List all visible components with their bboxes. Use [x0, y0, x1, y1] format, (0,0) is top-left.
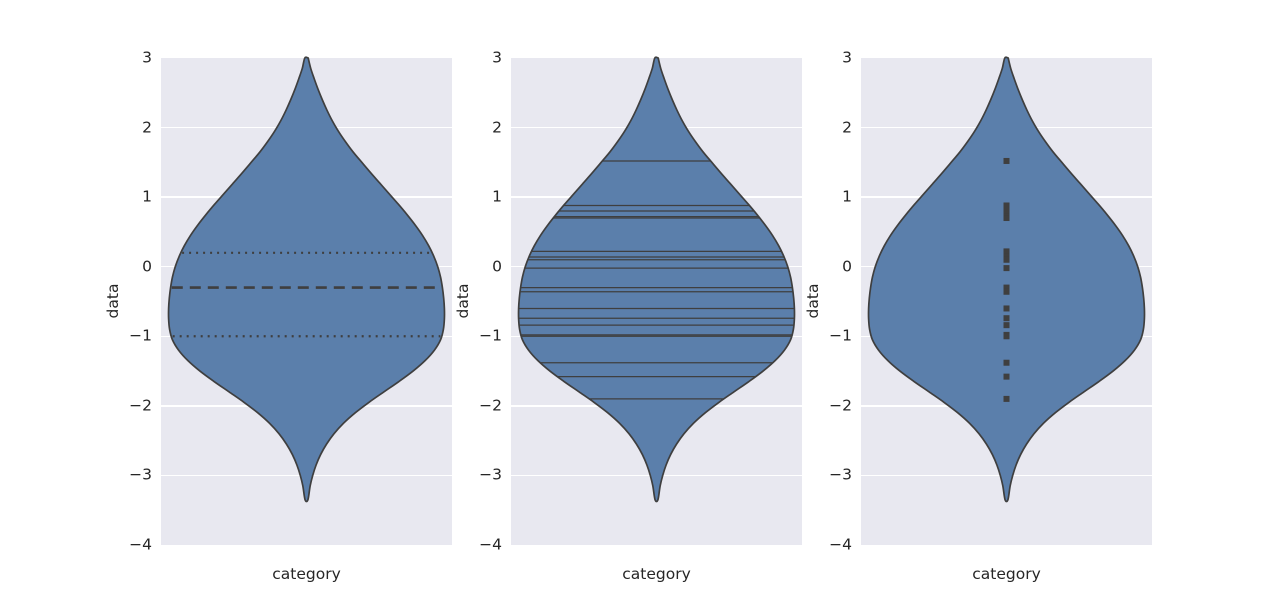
- violin-inner-annotations: [171, 251, 442, 338]
- y-tick-label: −3: [129, 465, 152, 484]
- point-observation-18: [1003, 395, 1010, 402]
- point-observation-1: [1003, 202, 1010, 209]
- y-axis-label: data: [454, 283, 472, 318]
- point-observation-15: [1003, 333, 1010, 340]
- y-tick-label: −1: [129, 326, 152, 345]
- violin-inner-annotations: [518, 160, 795, 400]
- y-axis-label: data: [104, 283, 122, 318]
- y-tick-label: 1: [842, 187, 852, 206]
- violin-shape: [867, 56, 1146, 503]
- y-tick-label: 2: [842, 117, 852, 136]
- point-observation-4: [1003, 215, 1010, 222]
- y-tick-label: −2: [829, 396, 852, 415]
- point-observation-9: [1003, 284, 1010, 291]
- point-observation-0: [1003, 157, 1010, 164]
- y-tick-label: 3: [492, 48, 502, 67]
- x-axis-label: category: [972, 565, 1041, 583]
- violin-shape: [517, 56, 796, 503]
- point-observation-5: [1003, 248, 1010, 255]
- violin-body: [867, 56, 1146, 503]
- violin-body: [517, 56, 796, 503]
- point-observation-11: [1003, 305, 1010, 312]
- y-tick-label: −3: [829, 465, 852, 484]
- violin-body: [167, 56, 446, 503]
- panel-point: 3 2 1 0 −1 −2 −3 −4 category data: [804, 50, 1152, 583]
- point-observation-12: [1003, 315, 1010, 322]
- point-observation-2: [1003, 208, 1010, 215]
- y-tick-label: 3: [142, 48, 152, 67]
- panel-stick: 3 2 1 0 −1 −2 −3 −4 category data: [454, 50, 802, 583]
- y-tick-label: −1: [829, 326, 852, 345]
- y-axis-label: data: [804, 283, 822, 318]
- point-observation-10: [1003, 288, 1010, 295]
- y-tick-label: −2: [479, 396, 502, 415]
- y-tick-label: −1: [479, 326, 502, 345]
- y-tick-label: 3: [842, 48, 852, 67]
- violin-inner-annotations: [1003, 157, 1010, 402]
- point-observation-16: [1003, 359, 1010, 366]
- violin-shape: [167, 56, 446, 503]
- y-tick-label: 0: [142, 256, 152, 275]
- y-tick-label: 0: [492, 256, 502, 275]
- x-axis-label: category: [272, 565, 341, 583]
- point-observation-13: [1003, 322, 1010, 329]
- y-tick-label: −4: [829, 535, 852, 554]
- point-observation-8: [1003, 265, 1010, 272]
- point-observation-7: [1003, 256, 1010, 263]
- y-tick-label: −2: [129, 396, 152, 415]
- y-tick-label: 2: [492, 117, 502, 136]
- y-tick-label: 0: [842, 256, 852, 275]
- x-axis-label: category: [622, 565, 691, 583]
- y-tick-label: −3: [479, 465, 502, 484]
- y-tick-label: −4: [479, 535, 502, 554]
- y-tick-label: 2: [142, 117, 152, 136]
- y-tick-label: −4: [129, 535, 152, 554]
- y-tick-label: 1: [492, 187, 502, 206]
- point-observation-17: [1003, 373, 1010, 380]
- y-tick-label: 1: [142, 187, 152, 206]
- panel-quartile: 3 2 1 0 −1 −2 −3 −4 category data: [104, 50, 452, 583]
